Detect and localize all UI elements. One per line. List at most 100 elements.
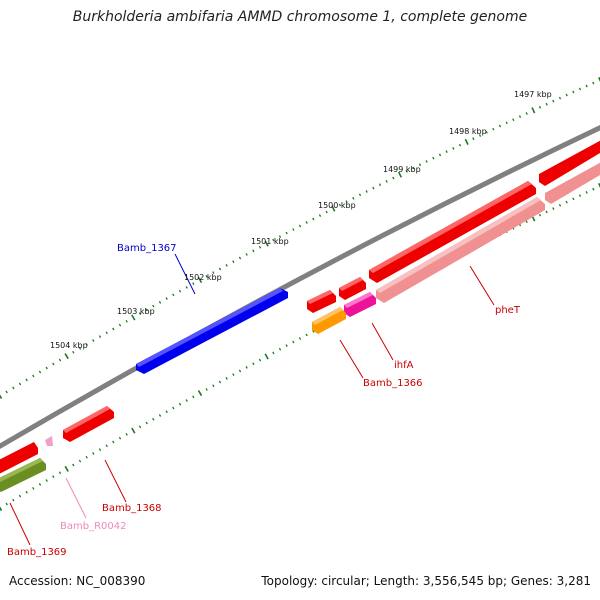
minor-tick [118,323,122,327]
minor-tick [18,494,22,498]
minor-tick [38,370,42,374]
minor-tick [72,350,75,354]
minor-tick [525,220,528,224]
accession-label: Accession: NC_008390 [9,574,146,588]
minor-tick [125,319,128,323]
minor-tick [165,410,168,414]
minor-tick [25,490,28,494]
gene-phet-feature[interactable] [376,197,545,303]
minor-tick [92,452,95,455]
minor-tick [12,386,15,390]
gene-magenta-feature[interactable] [344,292,376,317]
minor-tick [585,191,588,194]
minor-tick [58,358,62,362]
minor-tick [252,249,255,253]
minor-tick [552,207,555,210]
minor-tick [558,204,562,207]
minor-tick [445,150,448,153]
minor-tick [205,388,208,391]
minor-tick [38,483,42,486]
minor-tick [98,448,102,452]
minor-tick [578,194,582,197]
gene-far-lower-feature[interactable] [545,160,600,204]
minor-tick [298,224,302,228]
minor-tick [192,395,195,399]
major-tick [264,353,269,360]
minor-tick [5,390,8,394]
minor-tick [45,479,48,482]
minor-tick [525,112,528,115]
gene-label-bamb-1368[interactable]: Bamb_1368 [102,503,162,514]
gene-bamb-1367-feature[interactable] [136,288,288,374]
gene-phet-upper-feature[interactable] [369,181,536,283]
minor-tick [52,475,55,479]
minor-tick [358,193,362,197]
major-tick [597,182,600,188]
minor-tick [498,124,502,128]
major-tick [64,465,69,472]
tick-label-1499: 1499 kbp [383,165,421,174]
minor-tick [152,304,155,308]
minor-tick [538,213,542,217]
minor-tick [238,256,242,260]
minor-tick [212,271,215,275]
minor-tick [592,81,595,85]
minor-tick [138,425,142,429]
gene-label-bamb-1366[interactable]: Bamb_1366 [363,378,423,389]
minor-tick [452,147,455,150]
major-tick [197,277,203,283]
gene-bamb-r0042-feature[interactable] [45,436,53,446]
minor-tick [272,351,275,355]
minor-tick [32,374,35,378]
minor-tick [232,373,235,377]
minor-tick [405,169,408,173]
gene-bamb-1366-feature[interactable] [312,307,346,334]
minor-tick [98,335,102,339]
minor-tick [258,245,262,249]
minor-tick [565,93,568,97]
gene-label-ihfa[interactable]: ihfA [394,360,414,371]
minor-tick [218,380,222,384]
minor-tick [492,127,495,131]
gene-label-bamb-1367[interactable]: Bamb_1367 [117,243,177,254]
minor-tick [92,339,95,342]
minor-tick [585,84,588,88]
minor-tick [298,337,302,340]
gene-bamb-1369-feature[interactable] [0,442,38,474]
minor-tick [285,344,288,348]
minor-tick [25,378,28,382]
gene-label-bamb-r0042[interactable]: Bamb_R0042 [60,521,126,532]
gene-olive-feature[interactable] [0,458,46,492]
gene-label-phet[interactable]: pheT [495,305,521,316]
minor-tick [172,293,175,297]
minor-tick [538,105,542,109]
genome-summary: Topology: circular; Length: 3,556,545 bp… [261,574,591,588]
minor-tick [345,200,348,204]
minor-tick [185,286,188,289]
minor-tick [592,187,595,191]
tick-label-1502: 1502 kbp [184,273,222,282]
minor-tick [458,143,462,147]
minor-tick [432,156,435,160]
minor-tick [472,137,475,141]
gene-label-bamb-1369[interactable]: Bamb_1369 [7,547,67,558]
minor-tick [318,214,322,217]
gene-forward-red-feature[interactable] [339,277,366,300]
major-tick [0,394,3,400]
minor-tick [292,340,295,344]
gene-ihfa-arrow-feature[interactable] [307,290,336,313]
minor-tick [72,463,75,467]
gene-bamb-1368-feature[interactable] [63,406,114,442]
minor-tick [425,160,428,163]
minor-tick [338,203,342,207]
minor-tick [285,231,288,235]
minor-tick [565,200,568,204]
minor-tick [18,382,22,386]
minor-tick [105,444,108,448]
outer-tick-row [0,76,600,400]
minor-tick [385,179,388,183]
gene-far-upper-feature[interactable] [539,138,600,186]
minor-tick [245,253,248,256]
minor-tick [172,406,175,410]
minor-tick [5,502,8,506]
